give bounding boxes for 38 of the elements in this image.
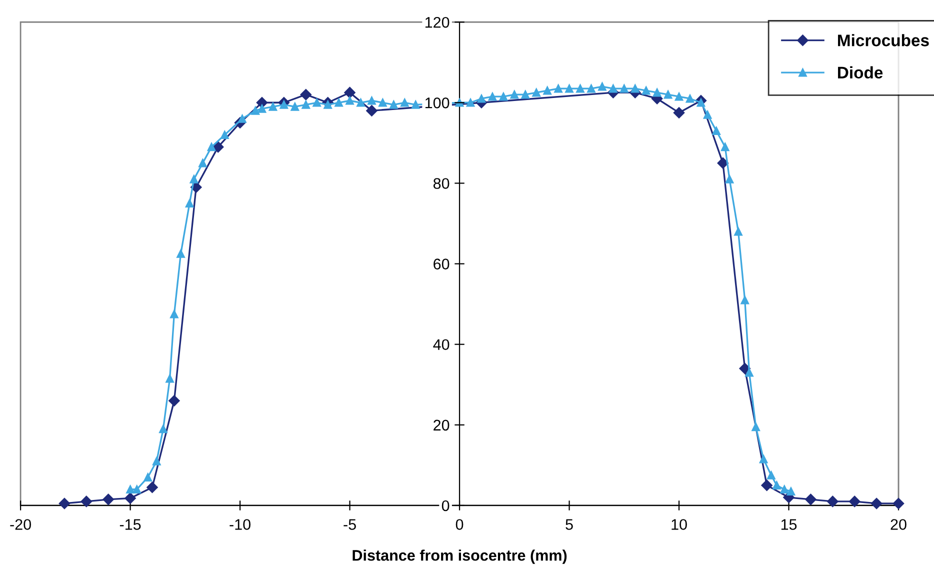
x-tick-label: 15: [781, 519, 797, 530]
point: [124, 492, 136, 504]
point: [892, 498, 904, 510]
point: [58, 498, 70, 510]
point: [849, 496, 860, 508]
x-tick-label: 5: [566, 519, 573, 530]
y-tick-label: 80: [433, 178, 450, 189]
point: [168, 395, 180, 406]
point: [102, 494, 114, 506]
point: [212, 141, 224, 153]
y-tick-label: 20: [434, 420, 450, 431]
x-tick-label: -10: [230, 519, 250, 530]
point: [827, 496, 838, 508]
legend-label: Microcubes: [838, 34, 929, 46]
y-tick-label: 40: [433, 339, 450, 350]
x-tick-label: 0: [456, 519, 464, 530]
point: [870, 498, 882, 510]
point: [673, 107, 685, 118]
point: [761, 480, 772, 491]
x-tick-label: -5: [344, 519, 356, 530]
point: [146, 482, 158, 493]
point: [717, 157, 729, 169]
y-tick-label: 100: [425, 98, 450, 108]
legend-label: Diode: [838, 66, 883, 79]
y-tick-label: 0: [442, 500, 450, 512]
x-axis-title: Distance from isocentre (mm): [352, 550, 567, 564]
x-tick-label: 20: [890, 519, 906, 530]
point: [739, 362, 750, 374]
point: [300, 88, 312, 100]
x-tick-label: -20: [10, 519, 31, 530]
y-tick-label: 120: [425, 16, 450, 28]
x-tick-label: -15: [120, 519, 141, 530]
x-tick-label: 10: [672, 519, 687, 530]
point: [80, 496, 92, 508]
point: [344, 86, 356, 98]
y-tick-label: 60: [434, 258, 450, 270]
point: [366, 105, 378, 116]
point: [805, 494, 816, 506]
